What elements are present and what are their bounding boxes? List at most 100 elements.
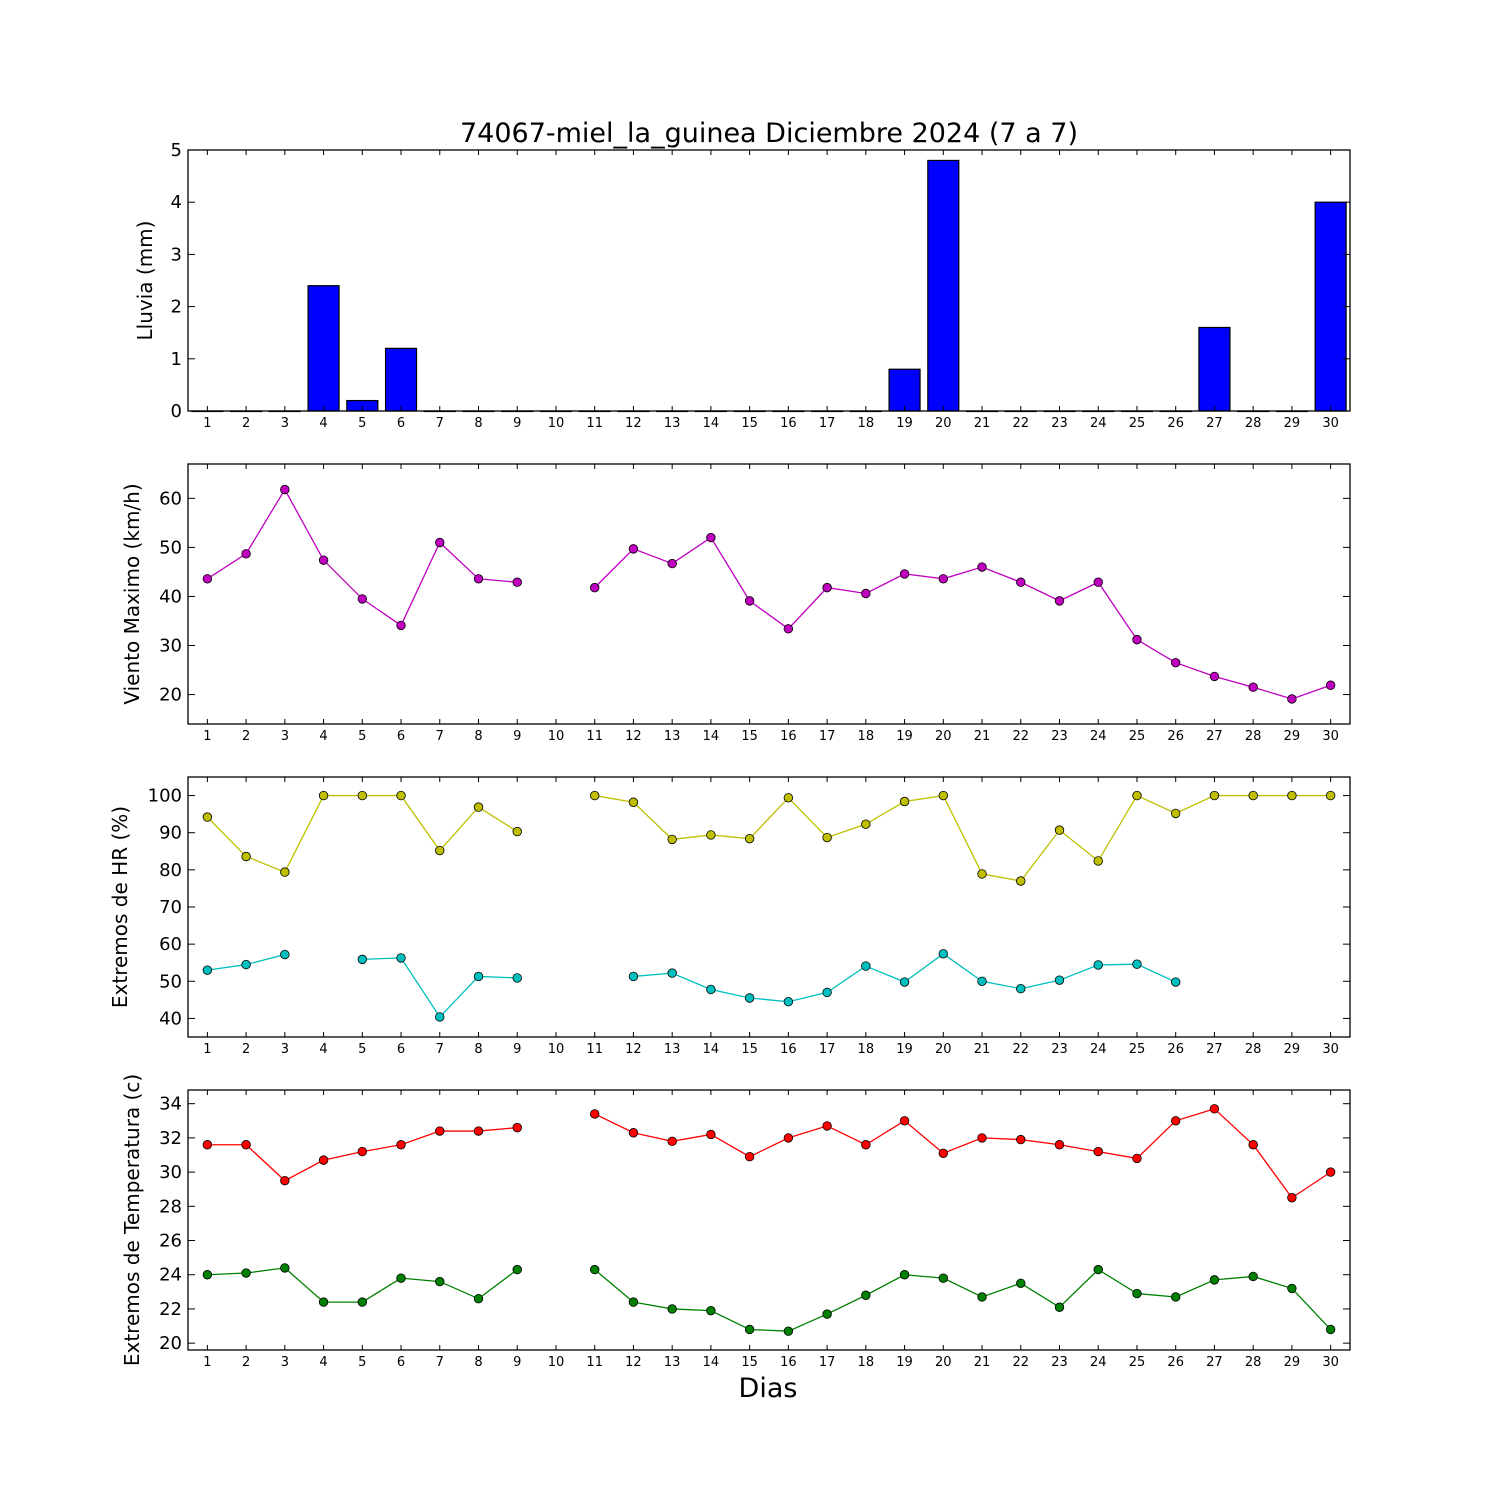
x-tick-label: 21 <box>974 416 991 431</box>
x-tick-label: 7 <box>436 416 444 431</box>
data-point <box>1016 876 1026 886</box>
data-point <box>1132 634 1142 645</box>
data-point <box>318 1297 329 1307</box>
data-point <box>1132 1288 1142 1299</box>
data-point <box>1170 1116 1181 1126</box>
data-point <box>241 1268 251 1278</box>
x-tick-label: 21 <box>974 1355 991 1370</box>
x-tick-label: 30 <box>1322 416 1339 431</box>
x-axis-label: Dias <box>739 1373 798 1404</box>
x-tick-label: 21 <box>974 1042 991 1057</box>
data-point <box>822 832 832 843</box>
x-tick-label: 22 <box>1012 729 1029 744</box>
x-tick-label: 9 <box>513 416 521 431</box>
x-tick-label: 16 <box>780 1042 797 1057</box>
data-point <box>396 620 406 631</box>
x-tick-label: 17 <box>819 416 836 431</box>
x-tick-label: 15 <box>741 1355 758 1370</box>
data-point <box>202 965 213 975</box>
x-tick-label: 29 <box>1284 729 1301 744</box>
data-point <box>512 577 522 587</box>
x-tick-label: 14 <box>703 1042 720 1057</box>
x-tick-label: 24 <box>1090 1042 1107 1057</box>
data-point <box>1248 1140 1258 1150</box>
x-tick-label: 1 <box>203 1042 211 1057</box>
data-point <box>1209 1104 1220 1114</box>
series-line <box>594 794 1331 882</box>
bar <box>927 159 960 412</box>
x-tick-label: 14 <box>703 729 720 744</box>
plot-area <box>188 1090 1350 1350</box>
data-point <box>1093 856 1103 866</box>
data-point <box>899 977 910 987</box>
data-point <box>241 549 251 559</box>
x-tick-label: 6 <box>397 1355 405 1370</box>
x-tick-label: 12 <box>625 1042 642 1057</box>
x-tick-label: 18 <box>858 1355 875 1370</box>
data-point <box>435 537 445 548</box>
data-point <box>1054 975 1065 985</box>
data-point <box>783 997 794 1007</box>
data-point <box>473 971 484 982</box>
y-tick-label: 60 <box>159 488 182 509</box>
data-point <box>435 1012 445 1022</box>
x-tick-label: 11 <box>586 1042 603 1057</box>
data-point <box>1132 790 1142 801</box>
data-point <box>628 797 639 807</box>
x-tick-label: 13 <box>664 416 681 431</box>
data-point <box>357 790 368 801</box>
y-tick-label: 28 <box>159 1196 182 1217</box>
x-tick-label: 22 <box>1012 1355 1029 1370</box>
data-point <box>512 973 522 983</box>
x-tick-label: 16 <box>780 416 797 431</box>
data-point <box>1287 790 1297 801</box>
data-point <box>861 1290 871 1300</box>
data-point <box>1325 790 1336 801</box>
data-point <box>1209 671 1220 682</box>
x-tick-label: 20 <box>935 416 952 431</box>
data-point <box>396 953 406 963</box>
data-point <box>1325 1324 1336 1335</box>
y-tick-label: 70 <box>159 897 182 918</box>
data-point <box>280 1175 290 1186</box>
y-tick-label: 50 <box>159 971 182 992</box>
bar <box>1314 201 1347 412</box>
data-point <box>241 959 251 970</box>
x-tick-label: 18 <box>858 729 875 744</box>
data-point <box>1093 1146 1103 1157</box>
x-tick-label: 18 <box>858 416 875 431</box>
data-point <box>899 1116 910 1126</box>
x-tick-label: 28 <box>1245 729 1262 744</box>
data-point <box>938 1273 949 1283</box>
x-tick-label: 25 <box>1129 1355 1146 1370</box>
x-tick-label: 22 <box>1012 1042 1029 1057</box>
data-point <box>783 793 794 803</box>
x-tick-label: 10 <box>548 416 565 431</box>
bar <box>1198 326 1231 412</box>
y-axis-label: Extremos de Temperatura (c) <box>120 1074 144 1366</box>
x-tick-label: 2 <box>242 729 250 744</box>
x-tick-label: 29 <box>1284 1355 1301 1370</box>
y-tick-label: 40 <box>159 1008 182 1029</box>
data-point <box>318 1155 329 1165</box>
data-point <box>473 1126 484 1136</box>
data-point <box>938 574 949 584</box>
x-tick-label: 3 <box>281 1355 289 1370</box>
x-tick-label: 1 <box>203 416 211 431</box>
data-point <box>590 790 600 801</box>
data-point <box>1132 959 1142 969</box>
y-tick-label: 1 <box>171 349 182 370</box>
data-point <box>977 1133 987 1143</box>
data-point <box>667 1136 677 1147</box>
data-point <box>628 1128 639 1138</box>
data-point <box>590 582 600 593</box>
data-point <box>1170 808 1181 819</box>
data-point <box>473 574 484 584</box>
data-point <box>628 544 639 554</box>
x-tick-label: 27 <box>1206 729 1223 744</box>
x-tick-label: 29 <box>1284 1042 1301 1057</box>
x-tick-label: 28 <box>1245 1355 1262 1370</box>
data-point <box>706 984 716 995</box>
data-point <box>667 968 677 978</box>
